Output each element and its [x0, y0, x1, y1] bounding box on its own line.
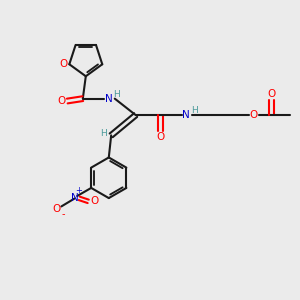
- Text: N: N: [182, 110, 190, 120]
- Text: O: O: [250, 110, 258, 120]
- Text: O: O: [90, 196, 98, 206]
- Text: N: N: [105, 94, 113, 103]
- Text: H: H: [191, 106, 198, 115]
- Text: O: O: [156, 132, 164, 142]
- Text: O: O: [57, 96, 65, 106]
- Text: -: -: [62, 209, 65, 219]
- Text: H: H: [113, 90, 120, 99]
- Text: O: O: [59, 59, 68, 69]
- Text: N: N: [71, 194, 79, 203]
- Text: O: O: [268, 88, 276, 99]
- Text: O: O: [53, 204, 61, 214]
- Text: H: H: [100, 129, 107, 138]
- Text: +: +: [75, 186, 82, 195]
